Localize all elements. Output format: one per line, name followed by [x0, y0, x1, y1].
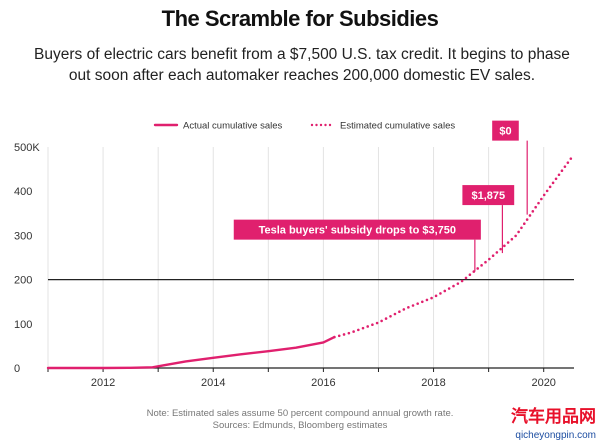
chart-title: The Scramble for Subsidies: [161, 6, 439, 31]
grid-lines: [47, 147, 545, 368]
axes: 0 100 200 300 400 500K 2012 2014 2016 2018 2020: [14, 142, 574, 389]
y-tick-label: 200: [14, 275, 32, 287]
x-tick-label: 2014: [201, 377, 225, 389]
legend-label-estimated: Estimated cumulative sales: [340, 121, 455, 132]
legend-label-actual: Actual cumulative sales: [183, 121, 283, 132]
chart-note: Note: Estimated sales assume 50 percent …: [0, 408, 600, 432]
series-line-actual: [46, 335, 336, 370]
series-lines: [46, 156, 573, 370]
watermark-url: qicheyongpin.com: [515, 430, 596, 441]
y-tick-label: 300: [14, 230, 32, 242]
series-line-estimated: [333, 156, 573, 339]
note-line: Note: Estimated sales assume 50 percent …: [146, 408, 454, 419]
annotation-box: [462, 185, 515, 206]
source-line: Sources: Edmunds, Bloomberg estimates: [212, 420, 388, 431]
watermark-brand: 汽车用品网: [511, 407, 596, 427]
annotations: Tesla buyers' subsidy drops to $3,750 $1,…: [233, 120, 528, 272]
x-tick-label: 2020: [531, 377, 555, 389]
annotation-label: Tesla buyers' subsidy drops to $3,750: [259, 225, 456, 237]
annotation-box: [492, 120, 519, 141]
chart-subtitle: Buyers of electric cars benefit from a $…: [34, 46, 570, 84]
y-tick-label: 500K: [14, 142, 40, 154]
x-tick-label: 2018: [421, 377, 445, 389]
annotation-box: [233, 219, 481, 240]
y-tick-label: 400: [14, 186, 32, 198]
annotation-label: $1,875: [471, 190, 505, 202]
x-tick-label: 2012: [91, 377, 115, 389]
y-tick-label: 100: [14, 319, 32, 331]
annotation-label: $0: [499, 126, 511, 138]
legend: Actual cumulative sales Estimated cumulat…: [153, 121, 455, 132]
y-tick-label: 0: [14, 363, 20, 375]
x-tick-label: 2016: [311, 377, 335, 389]
